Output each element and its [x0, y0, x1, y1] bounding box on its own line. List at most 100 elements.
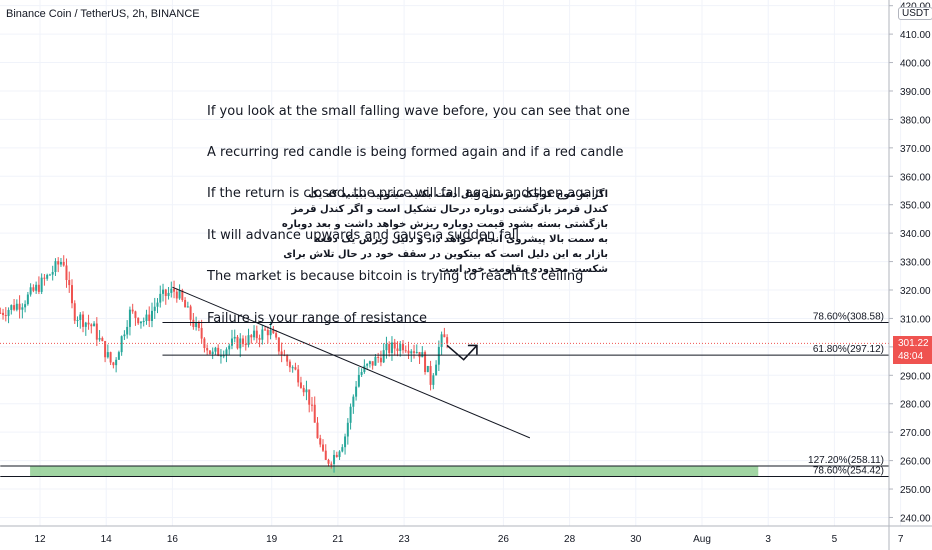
candle-body: [208, 350, 211, 355]
candle-body: [109, 352, 112, 363]
candle-body: [181, 290, 184, 301]
candle-body: [446, 337, 449, 344]
candle-body: [230, 338, 233, 346]
candle-body: [413, 351, 416, 353]
trend-line[interactable]: [172, 286, 531, 439]
time-axis-label: 5: [832, 534, 838, 545]
candle-body: [390, 342, 393, 354]
candle-body: [308, 389, 311, 405]
candle-body: [37, 284, 40, 292]
candle-body: [120, 336, 123, 353]
candle-body: [26, 294, 29, 305]
candle-body: [368, 361, 371, 365]
candle-body: [401, 344, 404, 351]
candle-body: [217, 347, 220, 356]
candle-body: [84, 322, 87, 327]
english-annotation[interactable]: If you look at the small falling wave be…: [207, 77, 630, 339]
candle-body: [324, 450, 327, 460]
candle-body: [305, 389, 308, 393]
candle-body: [68, 280, 71, 286]
candle-body: [167, 292, 170, 296]
candle-body: [32, 287, 35, 291]
persian-annotation[interactable]: اگر به موج کوچک ریزشی قبل دقت بکنید میتو…: [282, 187, 608, 277]
candle-body: [15, 303, 18, 310]
support-zone[interactable]: [30, 466, 759, 477]
price-axis-label: 400.00: [900, 59, 931, 70]
price-axis-label: 240.00: [900, 513, 931, 524]
english-line: It will advance upwards and cause a sudd…: [207, 227, 520, 243]
candle-body: [195, 322, 198, 327]
english-line: Failure is your range of resistance: [207, 310, 428, 326]
candle-body: [385, 344, 388, 351]
price-axis-label: 410.00: [900, 30, 931, 41]
candle-body: [82, 314, 85, 327]
candle-body: [396, 348, 399, 351]
price-axis-label: 330.00: [900, 258, 931, 269]
candle-body: [162, 289, 165, 294]
time-axis-label: 19: [266, 534, 278, 545]
candle-body: [117, 352, 120, 360]
price-axis: 240.00250.00260.00270.00280.00290.00300.…: [888, 0, 931, 550]
currency-badge[interactable]: USDT: [898, 7, 932, 20]
candle-body: [253, 330, 256, 338]
candle-body: [410, 351, 413, 354]
candle-body: [286, 355, 289, 362]
candle-body: [70, 285, 73, 304]
candle-body: [255, 330, 258, 339]
candle-body: [93, 323, 96, 327]
candle-body: [159, 293, 162, 303]
candle-body: [333, 454, 336, 465]
candle-countdown: 48:04: [898, 351, 924, 362]
persian-line: بازار به این دلیل است که بیتکوین در سقف …: [283, 249, 608, 260]
candle-body: [54, 261, 57, 272]
candle-body: [173, 288, 176, 292]
time-axis-label: 3: [765, 534, 771, 545]
support-zone-layer: [30, 466, 759, 477]
candle-body: [189, 306, 192, 320]
candle-body: [145, 314, 148, 322]
english-line: A recurring red candle is being formed a…: [207, 144, 624, 160]
candle-body: [443, 334, 446, 338]
candle-body: [76, 319, 79, 321]
candle-body: [29, 287, 32, 295]
candle-body: [197, 322, 200, 328]
candle-body: [57, 261, 60, 265]
candle-body: [4, 315, 7, 317]
candle-body: [186, 306, 189, 308]
candle-body: [404, 350, 407, 352]
price-axis-label: 380.00: [900, 115, 931, 126]
price-axis-label: 360.00: [900, 172, 931, 183]
time-axis-label: 12: [34, 534, 46, 545]
price-axis-label: 310.00: [900, 314, 931, 325]
price-axis-label: 350.00: [900, 201, 931, 212]
candle-body: [302, 387, 305, 393]
candle-body: [24, 304, 27, 308]
drawings-layer: 78.60%(308.58) 61.80%(297.12) 127.20%(258.…: [0, 286, 889, 477]
fib-level-label: 78.60%(308.58): [813, 311, 884, 322]
candle-body: [399, 344, 402, 351]
candle-body: [275, 333, 278, 338]
fib-level-label: 61.80%(297.12): [813, 344, 884, 355]
candle-body: [374, 356, 377, 366]
time-axis-label: 7: [898, 534, 904, 545]
candle-body: [346, 422, 349, 437]
candle-body: [424, 352, 427, 373]
projection-arrow[interactable]: [446, 344, 478, 361]
candle-body: [382, 350, 385, 363]
candle-body: [344, 436, 347, 448]
price-axis-label: 260.00: [900, 457, 931, 468]
candle-body: [377, 356, 380, 358]
candle-body: [10, 305, 13, 310]
candle-body: [371, 361, 374, 366]
candle-body: [40, 277, 43, 292]
candle-body: [112, 362, 115, 366]
candle-body: [297, 369, 300, 383]
candle-body: [426, 366, 429, 373]
candle-body: [266, 329, 269, 336]
candle-body: [59, 261, 62, 265]
candle-body: [435, 364, 438, 376]
candle-body: [0, 312, 2, 314]
time-axis: 12 14 16 19 21 23 26 28 30 Aug 3 5 7: [0, 525, 932, 545]
candle-body: [206, 348, 209, 351]
